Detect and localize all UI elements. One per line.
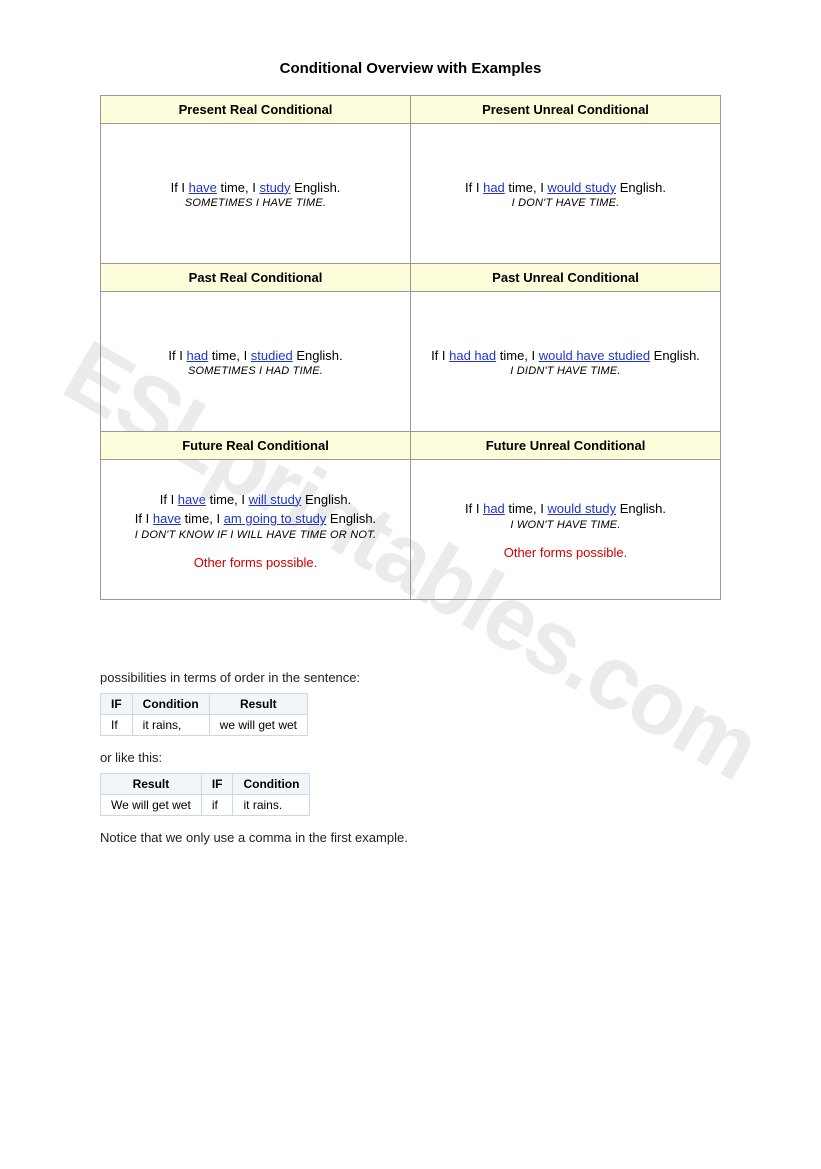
cell-future-unreal: If I had time, I would study English. I … [411,460,721,600]
header-past-unreal: Past Unreal Conditional [411,264,721,292]
text: English. [650,348,700,363]
th-result: Result [209,694,307,715]
text: time, I [181,511,224,526]
note: Sometimes I have time. [107,197,404,209]
verb-link[interactable]: am going to study [224,511,327,526]
body-text-1: possibilities in terms of order in the s… [100,670,721,685]
text: English. [291,180,341,195]
text: English. [616,501,666,516]
text: English. [293,348,343,363]
text: time, I [217,180,260,195]
th-if: IF [201,774,233,795]
verb-link[interactable]: would study [547,501,616,516]
text: time, I [208,348,251,363]
verb-link[interactable]: studied [251,348,293,363]
text: If I [168,348,186,363]
conditional-table: Present Real Conditional Present Unreal … [100,95,721,600]
header-future-unreal: Future Unreal Conditional [411,432,721,460]
verb-link[interactable]: have [189,180,217,195]
note: I won't have time. [417,519,714,531]
text: If I [465,180,483,195]
header-future-real: Future Real Conditional [101,432,411,460]
header-present-real: Present Real Conditional [101,96,411,124]
page-container: Conditional Overview with Examples Prese… [0,0,821,885]
verb-link[interactable]: had [483,501,505,516]
red-note: Other forms possible. [417,545,714,560]
page-title: Conditional Overview with Examples [100,60,721,77]
note: I didn't have time. [417,365,714,377]
verb-link[interactable]: study [259,180,290,195]
order-table-1: IF Condition Result If it rains, we will… [100,693,308,736]
verb-link[interactable]: had had [449,348,496,363]
text: If I [160,492,178,507]
note: Sometimes I had time. [107,365,404,377]
td: we will get wet [209,715,307,736]
cell-present-unreal: If I had time, I would study English. I … [411,124,721,264]
text: If I [431,348,449,363]
text: time, I [206,492,249,507]
text: If I [135,511,153,526]
text: If I [171,180,189,195]
text: English. [616,180,666,195]
th-if: IF [101,694,133,715]
header-present-unreal: Present Unreal Conditional [411,96,721,124]
cell-past-real: If I had time, I studied English. Someti… [101,292,411,432]
text: time, I [505,501,548,516]
verb-link[interactable]: have [153,511,181,526]
text: time, I [496,348,539,363]
body-text-3: Notice that we only use a comma in the f… [100,830,721,845]
body-text-2: or like this: [100,750,721,765]
verb-link[interactable]: had [483,180,505,195]
cell-future-real: If I have time, I will study English. If… [101,460,411,600]
td: it rains. [233,795,310,816]
text: English. [326,511,376,526]
verb-link[interactable]: have [178,492,206,507]
order-table-2: Result IF Condition We will get wet if i… [100,773,310,816]
text: If I [465,501,483,516]
note: I don't know if I will have time or not. [107,529,404,541]
cell-present-real: If I have time, I study English. Sometim… [101,124,411,264]
td: if [201,795,233,816]
td: it rains, [132,715,209,736]
td: We will get wet [101,795,202,816]
th-condition: Condition [132,694,209,715]
verb-link[interactable]: had [186,348,208,363]
verb-link[interactable]: would have studied [539,348,650,363]
verb-link[interactable]: would study [547,180,616,195]
text: time, I [505,180,548,195]
cell-past-unreal: If I had had time, I would have studied … [411,292,721,432]
td: If [101,715,133,736]
th-result: Result [101,774,202,795]
red-note: Other forms possible. [107,555,404,570]
verb-link[interactable]: will study [249,492,302,507]
th-condition: Condition [233,774,310,795]
header-past-real: Past Real Conditional [101,264,411,292]
note: I don't have time. [417,197,714,209]
text: English. [301,492,351,507]
